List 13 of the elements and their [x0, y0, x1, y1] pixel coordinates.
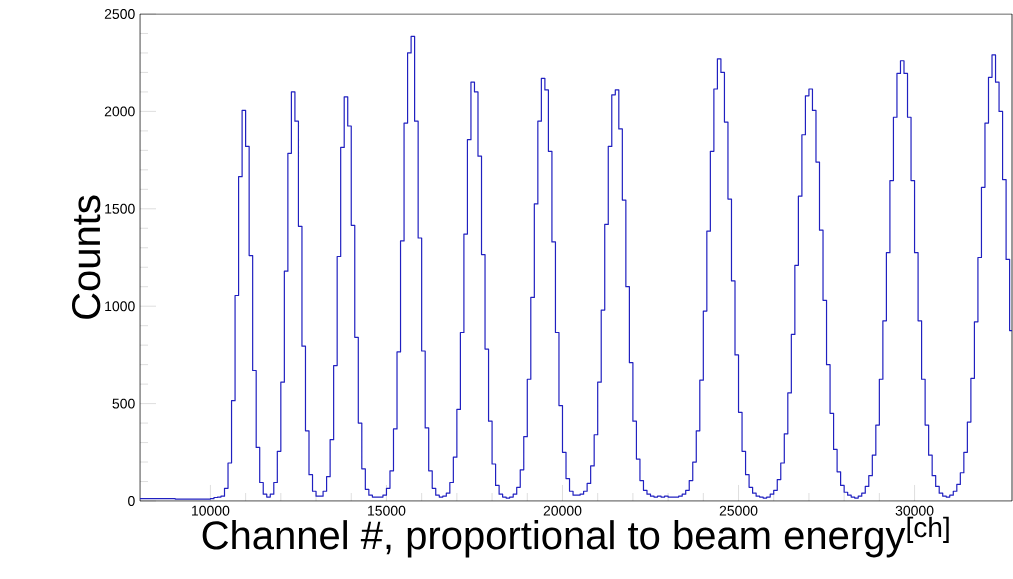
y-tick-label: 2000 — [104, 106, 135, 117]
x-tick-label: 25000 — [719, 505, 758, 516]
y-tick-label: 0 — [128, 496, 135, 506]
y-tick-label: 1500 — [105, 203, 135, 214]
x-tick-label: 20000 — [543, 505, 582, 516]
y-axis-title: Counts — [72, 195, 101, 319]
x-tick-label: 10000 — [192, 505, 230, 516]
x-axis-title: Channel #, proportional to beam energy$^{[ch]}$ — [202, 516, 949, 558]
x-tick-label: 15000 — [368, 505, 406, 516]
y-tick-label: 2500 — [104, 9, 135, 19]
y-tick-label: 1000 — [105, 301, 135, 312]
x-tick-label: 30000 — [895, 505, 934, 516]
y-tick-label: 500 — [112, 398, 135, 409]
